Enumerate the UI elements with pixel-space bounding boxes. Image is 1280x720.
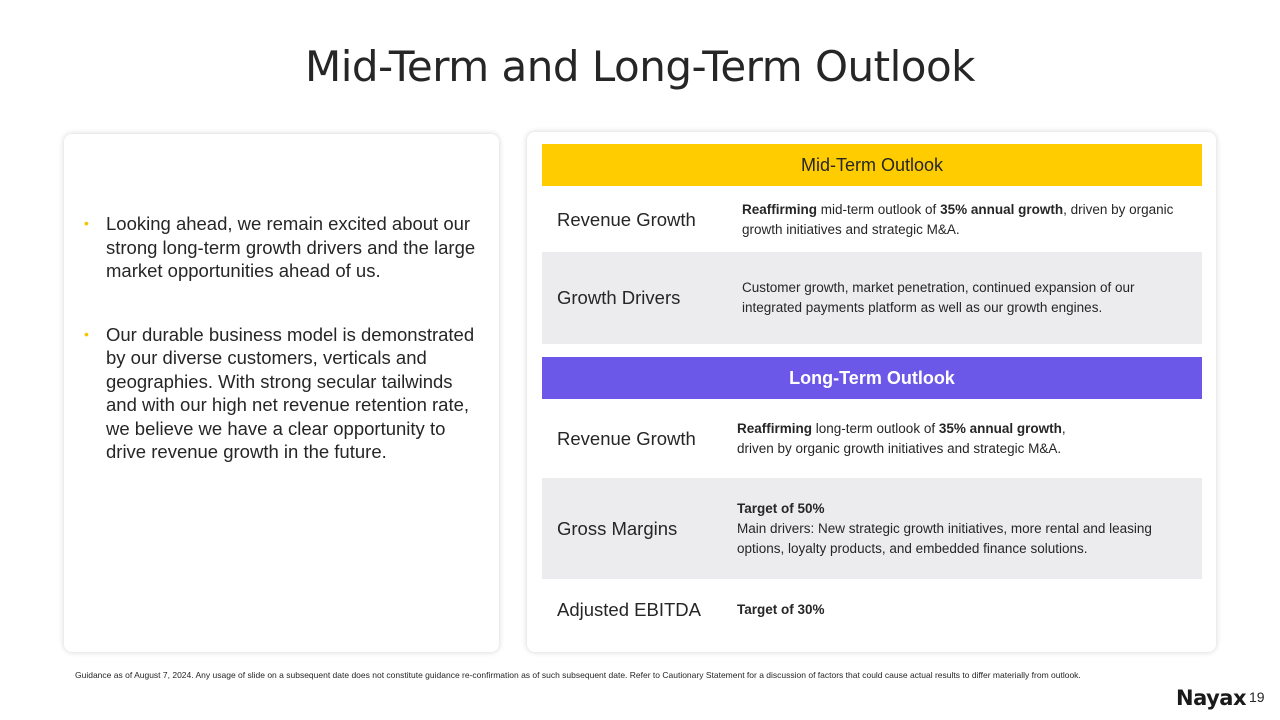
row-label: Revenue Growth	[557, 428, 696, 449]
summary-card: • Looking ahead, we remain excited about…	[64, 134, 499, 652]
long-term-revenue-growth-row: Revenue Growth Reaffirming long-term out…	[542, 400, 1202, 478]
row-description: Reaffirming mid-term outlook of 35% annu…	[742, 202, 1174, 237]
footnote: Guidance as of August 7, 2024. Any usage…	[75, 670, 1081, 680]
row-description: Target of 50% Main drivers: New strategic…	[737, 500, 1152, 556]
summary-bullets: • Looking ahead, we remain excited about…	[82, 212, 482, 504]
row-label: Growth Drivers	[557, 287, 681, 308]
row-label: Gross Margins	[557, 517, 678, 539]
row-label: Revenue Growth	[557, 209, 696, 230]
bullet-item: • Looking ahead, we remain excited about…	[82, 212, 482, 283]
bullet-item: • Our durable business model is demonstr…	[82, 323, 482, 464]
mid-term-revenue-growth-row: Revenue Growth Reaffirming mid-term outl…	[542, 188, 1202, 252]
mid-term-header: Mid-Term Outlook	[542, 144, 1202, 186]
bullet-dot-icon: •	[84, 215, 89, 231]
row-label: Adjusted EBITDA	[557, 599, 701, 620]
bullet-text: Our durable business model is demonstrat…	[106, 323, 475, 463]
page-title: Mid-Term and Long-Term Outlook	[304, 42, 976, 91]
outlook-card: Mid-Term Outlook Revenue Growth Reaffirm…	[527, 132, 1216, 652]
nayax-logo: Nayax	[1176, 686, 1247, 710]
bullet-text: Looking ahead, we remain excited about o…	[106, 213, 476, 281]
long-term-gross-margins-row: Gross Margins Target of 50% Main drivers:…	[542, 478, 1202, 579]
row-description: Customer growth, market penetration, con…	[742, 280, 1135, 315]
page-number: 19	[1249, 689, 1265, 705]
bullet-dot-icon: •	[84, 325, 89, 342]
long-term-header: Long-Term Outlook	[542, 357, 1202, 399]
row-description: Target of 30%	[737, 602, 825, 617]
row-description: Reaffirming long-term outlook of 35% ann…	[737, 421, 1066, 456]
mid-term-growth-drivers-row: Growth Drivers Customer growth, market p…	[542, 252, 1202, 344]
long-term-adjusted-ebitda-row: Adjusted EBITDA Target of 30%	[542, 579, 1202, 641]
